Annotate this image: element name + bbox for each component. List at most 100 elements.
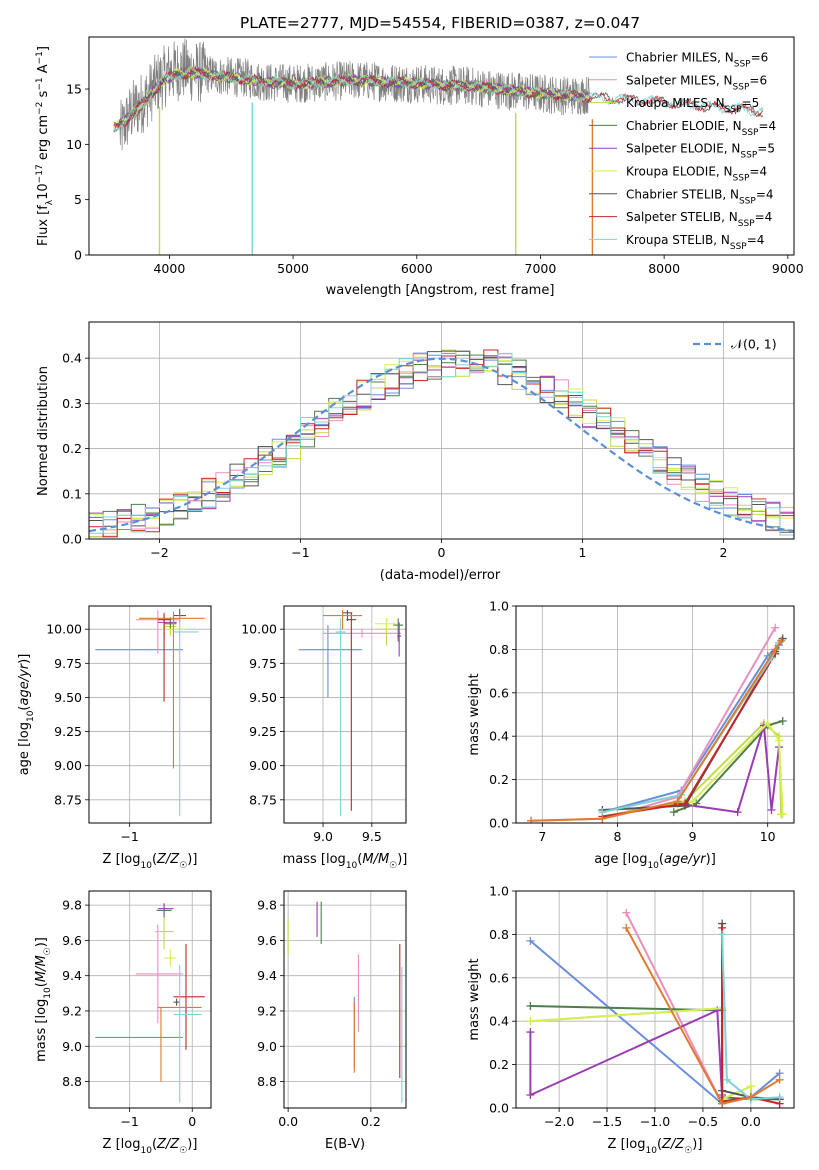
y-tick-label: 9.75: [54, 656, 82, 671]
x-tick-label: −2.0: [544, 1114, 574, 1129]
y-tick-label: 0.0: [62, 532, 82, 547]
legend-entry: Chabrier ELODIE, NSSP=4: [626, 119, 776, 138]
x-tick-label: −1: [120, 829, 138, 844]
x-tick-label: 8: [613, 829, 621, 844]
x-tick-label: −1: [291, 545, 309, 560]
x-tick-label: 6000: [401, 261, 433, 276]
x-tick-label: −0.5: [688, 1114, 718, 1129]
x-tick-label: 10: [760, 829, 776, 844]
y-tick-label: 0.8: [489, 927, 509, 942]
weight-marker: [622, 923, 631, 932]
x-tick-label: 0.0: [278, 1114, 298, 1129]
x-axis-label: wavelength [Angstrom, rest frame]: [326, 283, 555, 298]
y-tick-label: 9.25: [249, 724, 277, 739]
weight-marker: [771, 645, 780, 654]
errorbar-point: [173, 965, 202, 1103]
y-tick-label: 0.4: [489, 729, 509, 744]
weight-marker: [775, 1075, 784, 1084]
errorbar-point: [346, 612, 357, 811]
x-tick-label: 9.0: [313, 829, 333, 844]
errorbar-point: [397, 622, 402, 657]
legend-entry: Chabrier MILES, NSSP=6: [626, 51, 768, 70]
y-tick-label: 0.2: [489, 1057, 509, 1072]
y-tick-label: 0.2: [489, 772, 509, 787]
panel-residuals: −2 −1 0 1 2 0.0 0.1 0.2 0.3 0.4 (data-model)/error…: [36, 321, 795, 583]
x-tick-label: 2: [720, 545, 728, 560]
x-tick-label: 0.0: [741, 1114, 761, 1129]
plot-area: [526, 908, 784, 1108]
x-axis-label: Z [log10(Z/Z☉)]: [103, 852, 198, 871]
axes-frame: [88, 321, 795, 540]
y-tick-label: 9.0: [257, 1039, 277, 1054]
y-tick-label: 8.8: [257, 1074, 277, 1089]
y-tick-label: 8.8: [62, 1074, 82, 1089]
y-tick-label: 9.50: [54, 690, 82, 705]
y-tick-label: 9.6: [257, 933, 277, 948]
y-tick-label: 9.50: [249, 690, 277, 705]
errorbar-point: [157, 612, 171, 702]
y-axis-label: mass weight: [467, 673, 482, 755]
weight-marker: [733, 808, 742, 817]
ticks: −2.0 −1.5 −1.0 −0.5 0.0 0.0 0.2 0.4 0.6 0.8 1.0: [489, 884, 761, 1130]
grid: [89, 606, 211, 823]
errorbar-point: [374, 618, 397, 630]
x-tick-label: 0: [188, 1114, 196, 1129]
errorbar-point: [135, 924, 183, 1024]
weight-marker: [526, 1028, 535, 1037]
weight-marker: [771, 623, 780, 632]
x-axis-label: Z [log10(Z/Z☉)]: [608, 1137, 703, 1156]
errorbar-point: [323, 629, 402, 638]
weight-series: [527, 636, 786, 823]
y-tick-label: 0.6: [489, 685, 509, 700]
y-tick-label: 9.2: [257, 1003, 277, 1018]
errorbar-point: [335, 618, 346, 817]
x-tick-label: 7: [538, 829, 546, 844]
y-tick-label: 8.75: [249, 792, 277, 807]
x-tick-label: 5000: [277, 261, 309, 276]
x-axis-label: mass [log10(M/M☉)]: [283, 852, 408, 871]
y-tick-label: 8.75: [54, 792, 82, 807]
weight-marker: [722, 1075, 731, 1084]
weight-marker: [763, 719, 772, 728]
panel-age_vs_Z: −1 8.75 9.00 9.25 9.50 9.75 10.00 Z [log10(Z/Z☉…: [17, 605, 212, 871]
y-tick-label: 9.4: [62, 968, 82, 983]
x-tick-label: −1.0: [640, 1114, 670, 1129]
weight-marker: [775, 1093, 784, 1102]
panel-weight_vs_age: 7 8 9 10 0.0 0.2 0.4 0.6 0.8 1.0 age [log10(age/yr…: [467, 599, 795, 871]
y-tick-label: 0.8: [489, 642, 509, 657]
residual-histogram: [89, 349, 794, 538]
ticks: 7 8 9 10 0.0 0.2 0.4 0.6 0.8 1.0: [489, 599, 776, 845]
y-tick-label: 9.0: [62, 1039, 82, 1054]
errorbar-point: [173, 615, 199, 817]
legend-entry: Kroupa STELIB, NSSP=4: [626, 233, 764, 252]
weight-marker: [526, 936, 535, 945]
ticks: −2 −1 0 1 2 0.0 0.1 0.2 0.3 0.4: [62, 351, 727, 560]
legend-entry: Chabrier STELIB, NSSP=4: [626, 187, 774, 206]
y-tick-label: 10.00: [46, 622, 82, 637]
panel-age_vs_mass: 9.0 9.5 8.75 9.00 9.25 9.50 9.75 10.00 mass [log…: [241, 605, 408, 871]
plot-area: [298, 610, 404, 817]
weight-marker: [774, 736, 783, 745]
grid: [284, 606, 406, 823]
axes-frame: [515, 605, 795, 824]
errorbar-point: [393, 618, 404, 642]
y-tick-label: 9.8: [62, 898, 82, 913]
panel-mass_vs_Z: −1 0 8.8 9.0 9.2 9.4 9.6 9.8 Z [log10(Z/Z☉)] mass…: [34, 890, 212, 1156]
y-tick-label: 0.1: [62, 486, 82, 501]
figure-title: PLATE=2777, MJD=54554, FIBERID=0387, z=0…: [240, 14, 640, 32]
model-spectrum-line: [113, 66, 764, 131]
plot-area: [95, 608, 205, 817]
errorbar-point: [173, 998, 180, 1006]
weight-marker: [673, 797, 682, 806]
weight-marker: [718, 930, 727, 939]
y-axis-label: mass [log10(M/M☉)]: [34, 937, 53, 1062]
weight-marker: [688, 797, 697, 806]
y-tick-label: 9.8: [257, 898, 277, 913]
y-tick-label: 9.00: [249, 758, 277, 773]
x-tick-label: 9: [689, 829, 697, 844]
weight-marker: [746, 1082, 755, 1091]
plot-area: [95, 903, 205, 1103]
y-tick-label: 15: [66, 82, 82, 97]
weight-series: [622, 923, 784, 1108]
axes-frame: [283, 605, 407, 824]
